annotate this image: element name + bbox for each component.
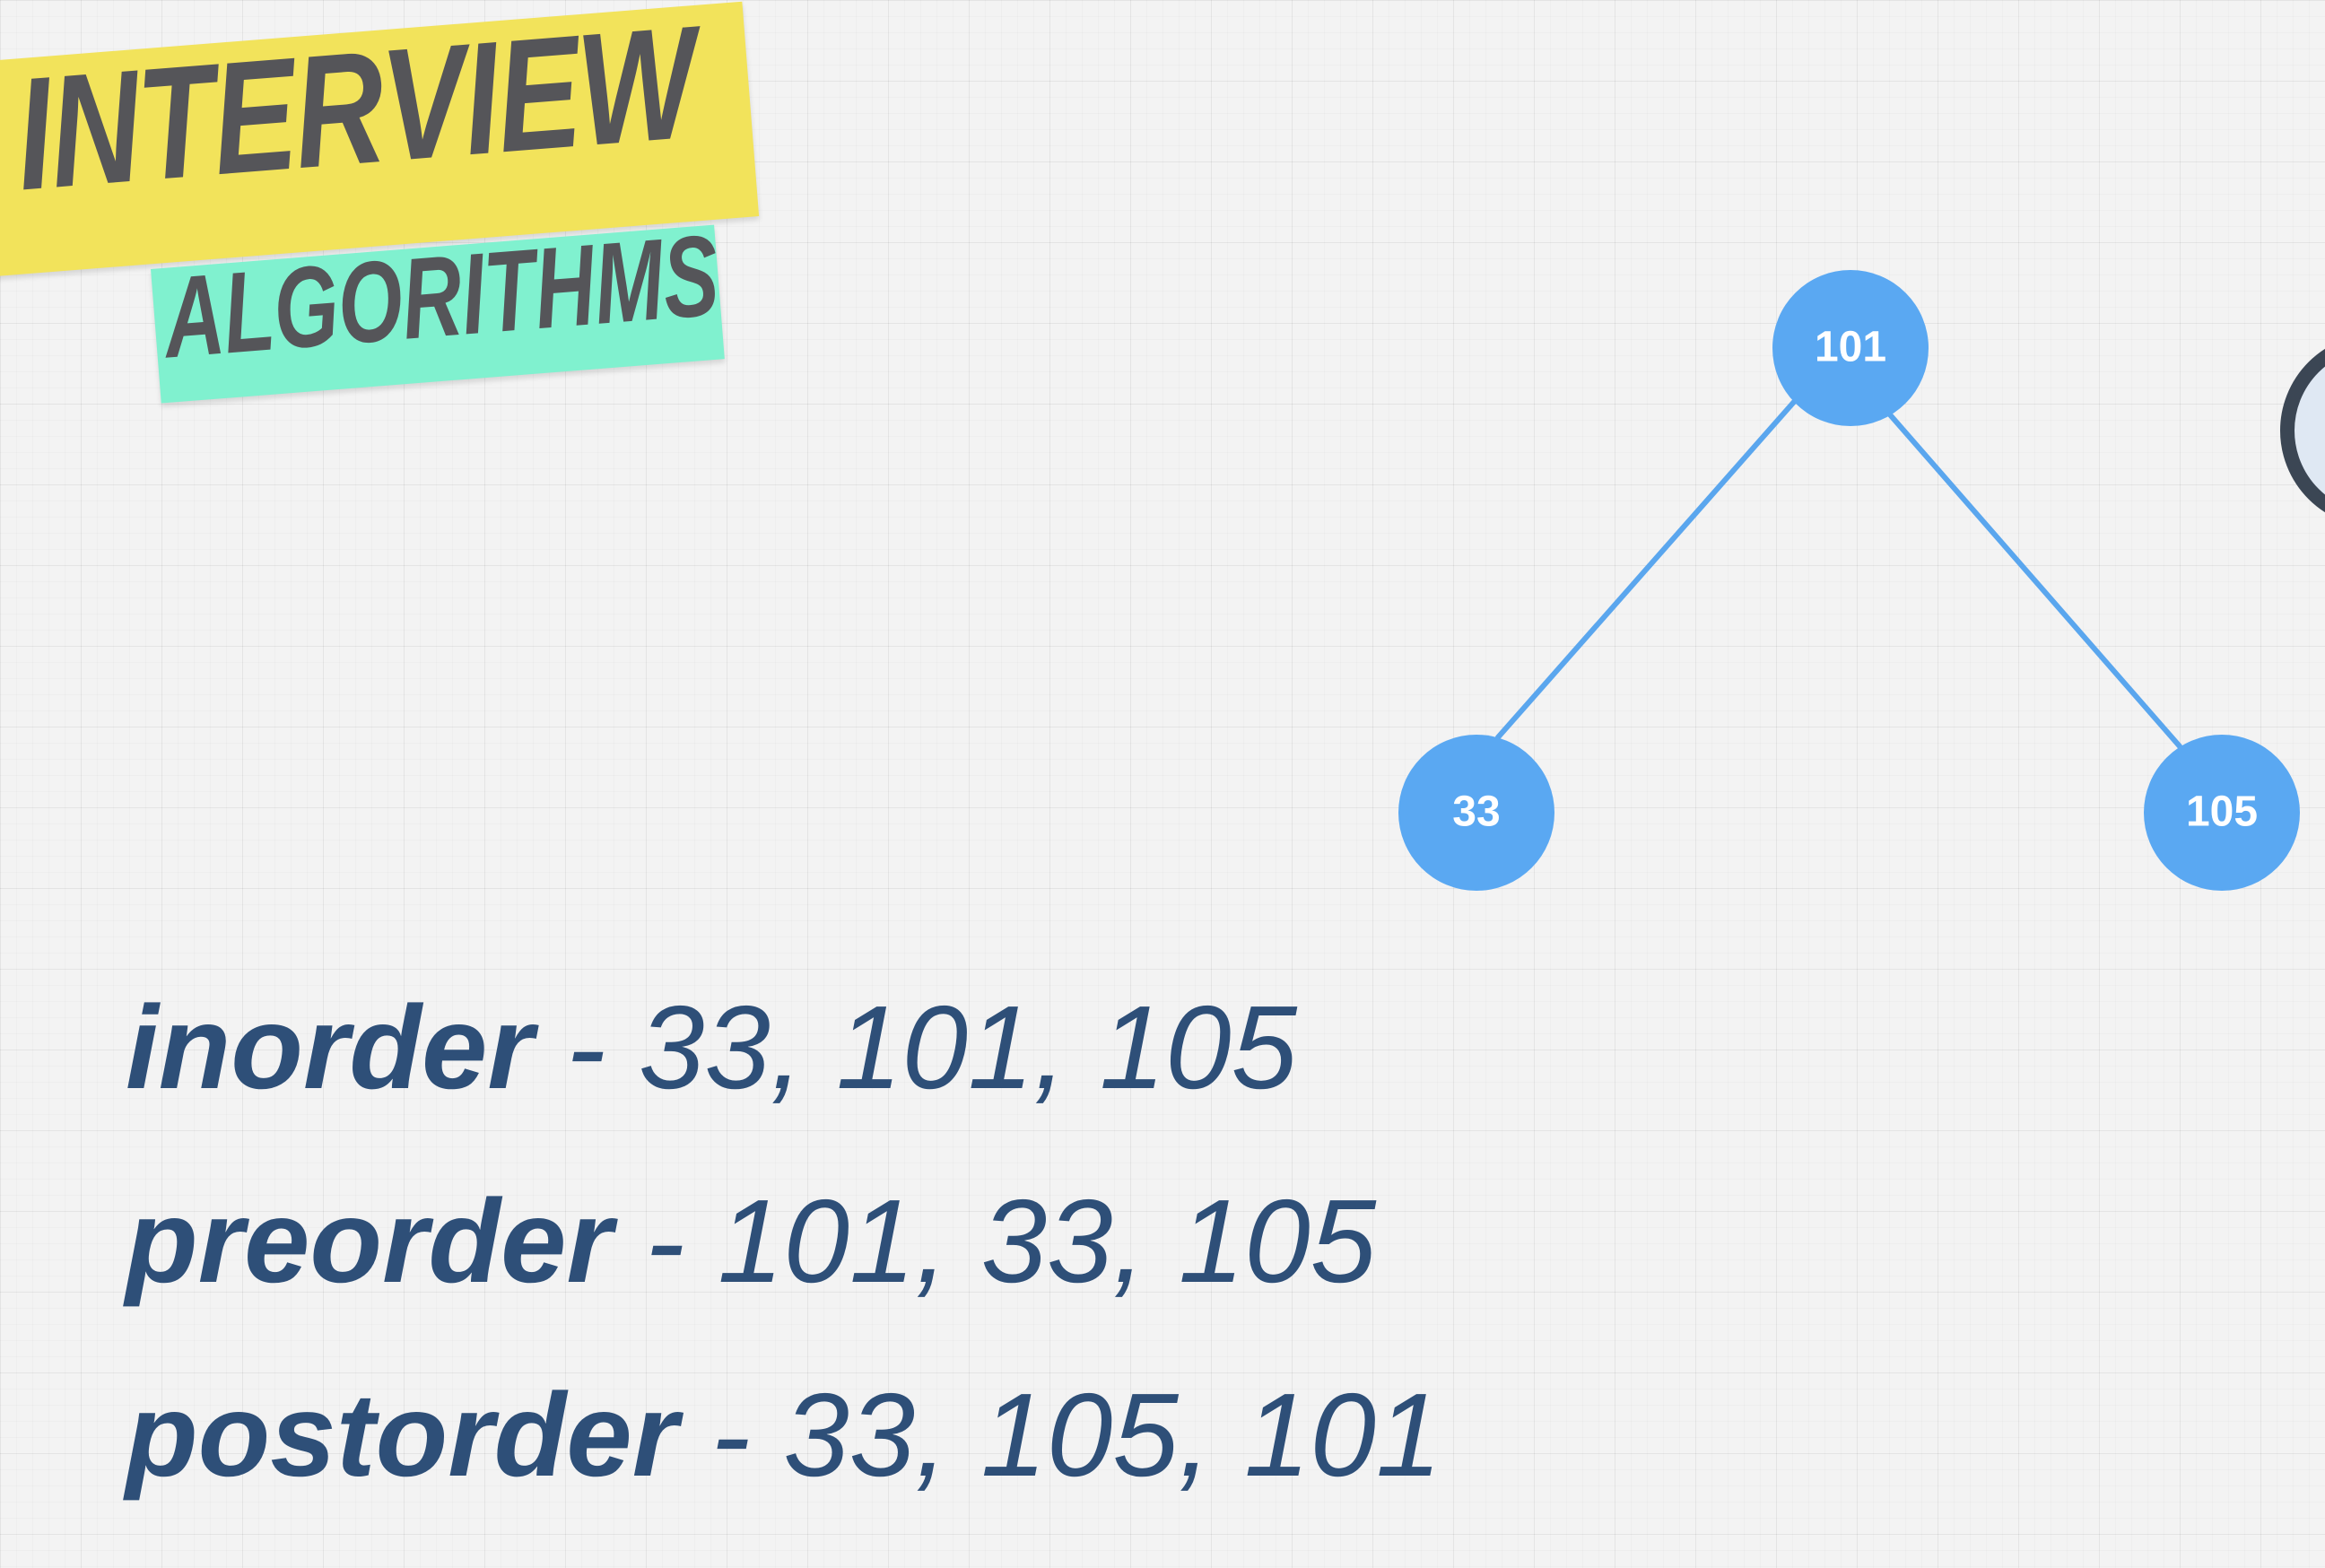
traversal-separator: - <box>533 981 640 1113</box>
traversal-name: postorder <box>126 1369 679 1501</box>
traversal-values: 33, 101, 105 <box>639 981 1298 1113</box>
node-label-root: 101 <box>1815 324 1886 371</box>
partial-circle-edge <box>2280 348 2325 513</box>
traversal-separator: - <box>678 1369 784 1501</box>
tree-node-left: 33 <box>1398 735 1554 891</box>
node-label-right: 105 <box>2186 788 2258 836</box>
traversal-inorder: inorder - 33, 101, 105 <box>126 951 1920 1145</box>
tree-node-right: 105 <box>2144 735 2300 891</box>
traversal-separator: - <box>612 1175 718 1307</box>
traversal-name: inorder <box>126 981 534 1113</box>
traversal-values: 101, 33, 105 <box>718 1175 1377 1307</box>
traversal-preorder: preorder - 101, 33, 105 <box>126 1145 1920 1338</box>
node-label-left: 33 <box>1452 788 1500 836</box>
edge-root-left <box>1495 399 1797 740</box>
edge-root-right <box>1885 410 2182 749</box>
traversal-list: inorder - 33, 101, 105 preorder - 101, 3… <box>126 951 1920 1532</box>
traversal-values: 33, 105, 101 <box>783 1369 1442 1501</box>
traversal-name: preorder <box>126 1175 613 1307</box>
tree-node-root: 101 <box>1772 270 1929 426</box>
traversal-postorder: postorder - 33, 105, 101 <box>126 1338 1920 1532</box>
